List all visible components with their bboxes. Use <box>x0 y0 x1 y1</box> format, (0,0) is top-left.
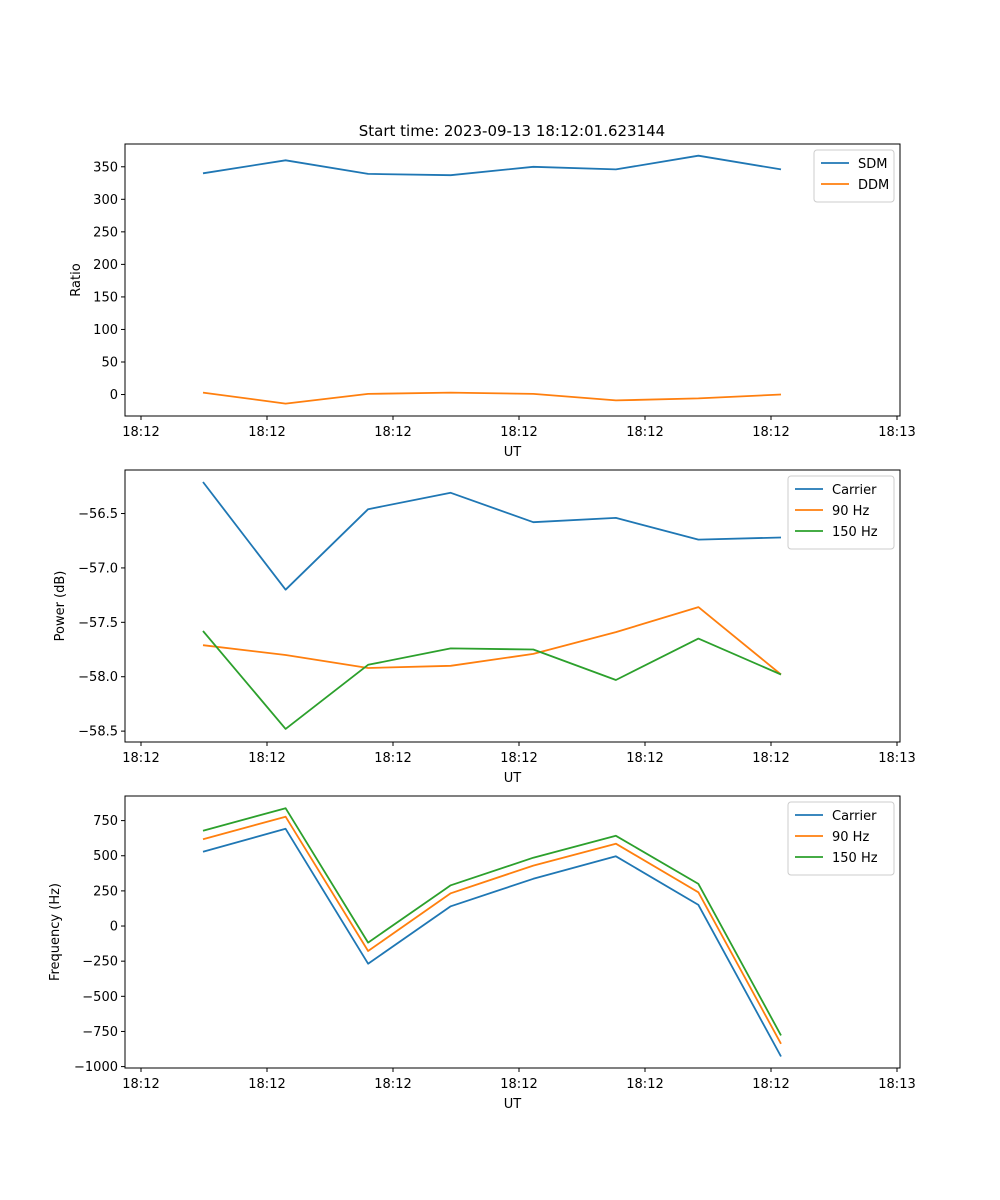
y-axis-label: Frequency (Hz) <box>48 883 63 981</box>
chart-panel-3: 18:12 18:12 18:12 18:12 18:12 18:12 18:13 UT −10… <box>48 795 916 1112</box>
y-tick-label: 200 <box>93 258 118 273</box>
y-tick-label: 250 <box>93 884 118 899</box>
x-tick-label: 18:13 <box>878 1077 915 1092</box>
x-tick-label: 18:12 <box>374 1077 411 1092</box>
y-axis-label: Ratio <box>69 263 84 296</box>
y-tick-label: 100 <box>93 323 118 338</box>
y-tick-label: −500 <box>82 990 118 1005</box>
y-tick-label: 750 <box>93 814 118 829</box>
x-tick-label: 18:12 <box>122 1077 159 1092</box>
y-tick-label: 0 <box>110 388 118 403</box>
y-tick-label: −58.0 <box>78 670 118 685</box>
x-tick-label: 18:12 <box>500 425 537 440</box>
y-tick-label: −750 <box>82 1025 118 1040</box>
legend-label: 150 Hz <box>832 851 878 866</box>
legend-label: 90 Hz <box>832 830 869 845</box>
x-tick-label: 18:12 <box>374 751 411 766</box>
legend-label: Carrier <box>832 483 877 498</box>
x-axis-label: UT <box>504 445 522 460</box>
y-tick-label: 150 <box>93 290 118 305</box>
legend-label: 90 Hz <box>832 504 869 519</box>
series-line-sdm <box>202 154 782 177</box>
y-tick-label: −57.0 <box>78 561 118 576</box>
x-tick-label: 18:12 <box>626 1077 663 1092</box>
series-line-ddm <box>202 391 782 405</box>
y-tick-label: 500 <box>93 849 118 864</box>
x-axis-label: UT <box>504 1097 522 1112</box>
y-axis-label: Power (dB) <box>53 571 68 642</box>
chart-panel-2: 18:12 18:12 18:12 18:12 18:12 18:12 18:13 UT −58… <box>53 469 916 786</box>
series-line-carrier <box>202 481 782 591</box>
axes-frame <box>124 795 901 1069</box>
x-tick-label: 18:12 <box>500 751 537 766</box>
y-tick-label: 0 <box>110 920 118 935</box>
x-axis-label: UT <box>504 771 522 786</box>
series-line-150-hz <box>202 807 782 1036</box>
x-tick-label: 18:12 <box>122 425 159 440</box>
x-tick-label: 18:12 <box>752 425 789 440</box>
x-tick-label: 18:13 <box>878 425 915 440</box>
y-tick-label: 50 <box>101 355 118 370</box>
axes-frame <box>124 469 901 743</box>
x-tick-label: 18:12 <box>626 425 663 440</box>
series-line-150-hz <box>202 630 782 730</box>
chart-panel-1: 18:12 18:12 18:12 18:12 18:12 18:12 18:13 UT 0 50… <box>69 143 916 460</box>
x-tick-label: 18:12 <box>500 1077 537 1092</box>
legend-label: Carrier <box>832 809 877 824</box>
series-line-90-hz <box>202 815 782 1045</box>
y-tick-label: 350 <box>93 160 118 175</box>
x-tick-label: 18:12 <box>626 751 663 766</box>
x-tick-label: 18:12 <box>122 751 159 766</box>
y-tick-label: −250 <box>82 955 118 970</box>
x-tick-label: 18:12 <box>752 751 789 766</box>
x-tick-label: 18:12 <box>374 425 411 440</box>
x-tick-label: 18:12 <box>248 1077 285 1092</box>
series-line-carrier <box>202 827 782 1057</box>
y-tick-label: 250 <box>93 225 118 240</box>
y-tick-label: −1000 <box>74 1060 118 1075</box>
x-tick-label: 18:12 <box>752 1077 789 1092</box>
x-tick-label: 18:12 <box>248 751 285 766</box>
legend-label: DDM <box>858 178 889 193</box>
y-tick-label: −56.5 <box>78 507 118 522</box>
series-line-90-hz <box>202 606 782 676</box>
figure-title: Start time: 2023-09-13 18:12:01.623144 <box>359 122 665 140</box>
y-tick-label: 300 <box>93 193 118 208</box>
axes-frame <box>124 143 901 417</box>
y-tick-label: −58.5 <box>78 725 118 740</box>
y-tick-label: −57.5 <box>78 616 118 631</box>
legend-label: 150 Hz <box>832 525 878 540</box>
x-tick-label: 18:13 <box>878 751 915 766</box>
x-tick-label: 18:12 <box>248 425 285 440</box>
legend-label: SDM <box>858 157 887 172</box>
